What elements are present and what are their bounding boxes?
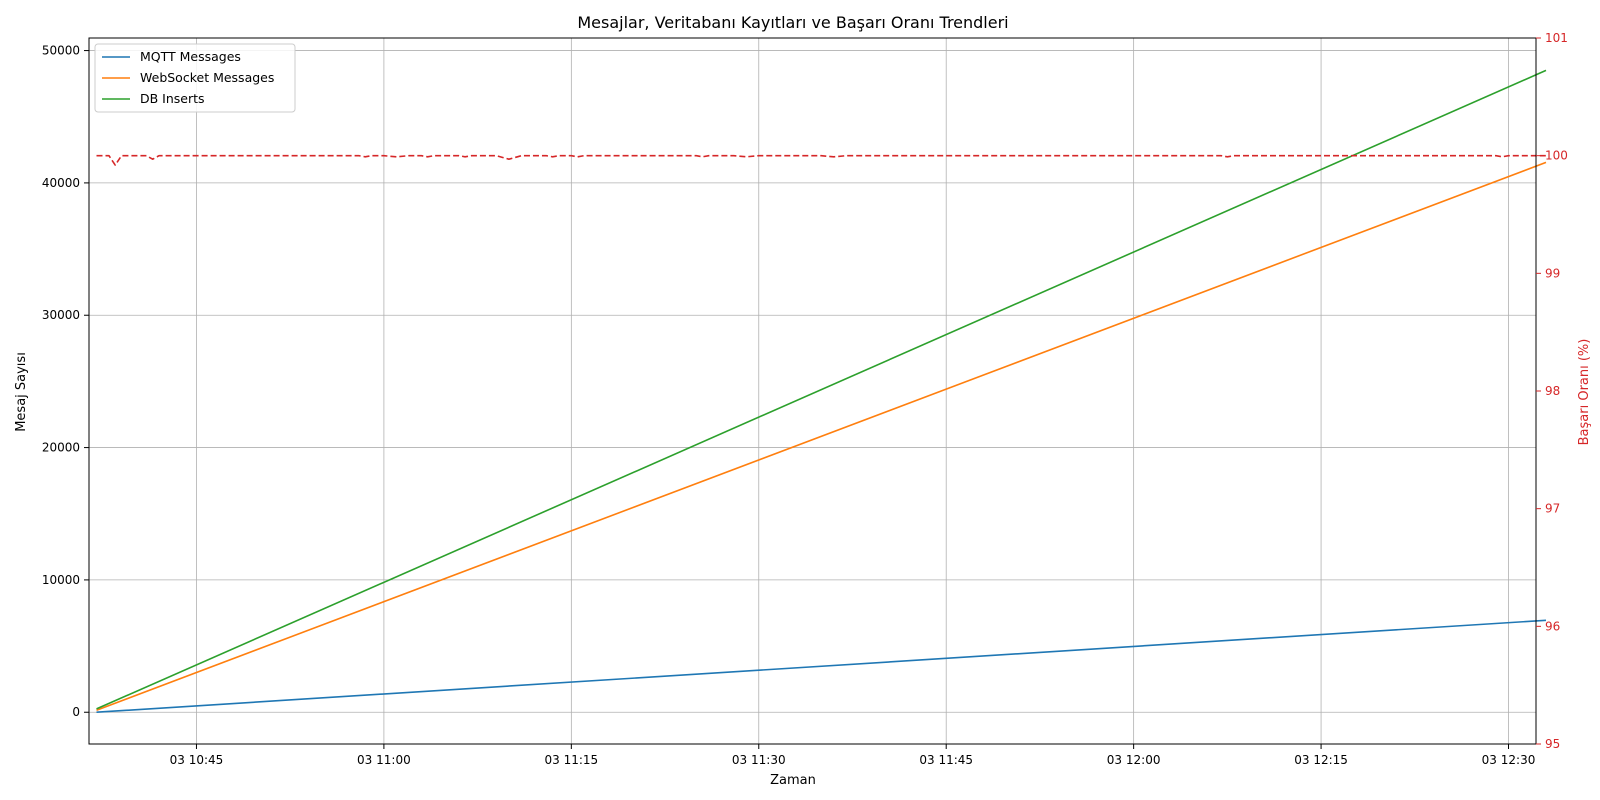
series-layer [96,69,1547,713]
y-right-tick-label: 96 [1545,619,1560,633]
y-right-tick-label: 97 [1545,502,1560,516]
series-line-success-rate [96,154,1546,166]
y-right-tick-label: 101 [1545,31,1568,45]
x-tick-label: 03 12:15 [1294,753,1348,767]
series-line-websocket-messages [96,161,1547,712]
y-tick-label: 0 [72,705,80,719]
legend: MQTT Messages WebSocket Messages DB Insert… [94,43,296,113]
x-tick-label: 03 12:00 [1107,753,1161,767]
x-tick-label: 03 11:45 [919,753,973,767]
legend-box [94,43,296,113]
y-axis-left: 0 10000 20000 30000 40000 50000 [42,44,89,719]
x-tick-label: 03 11:00 [357,753,411,767]
grid [89,38,1536,744]
y-axis-right-label: Başarı Oranı (%) [1577,339,1592,446]
legend-entry: MQTT Messages [140,49,241,64]
series-line-mqtt-messages [96,619,1547,713]
y-tick-label: 10000 [42,573,80,587]
x-tick-label: 03 11:30 [732,753,786,767]
y-axis-label: Mesaj Sayısı [14,352,29,432]
y-axis-right: 95 96 97 98 99 100 101 [1536,31,1568,751]
y-tick-label: 20000 [42,441,80,455]
y-right-tick-label: 100 [1545,149,1568,163]
y-tick-label: 50000 [42,44,80,58]
x-tick-label: 03 11:15 [544,753,598,767]
y-right-tick-label: 99 [1545,266,1560,280]
y-right-tick-label: 98 [1545,384,1560,398]
chart-title: Mesajlar, Veritabanı Kayıtları ve Başarı… [577,13,1008,32]
series-line-db-inserts [96,69,1547,710]
legend-entry: DB Inserts [140,91,205,106]
legend-entry: WebSocket Messages [140,70,274,85]
y-tick-label: 40000 [42,176,80,190]
x-axis-label: Zaman [770,773,816,788]
x-tick-label: 03 10:45 [170,753,224,767]
x-axis: 03 10:45 03 11:00 03 11:15 03 11:30 03 11:45… [170,744,1536,767]
y-right-tick-label: 95 [1545,737,1560,751]
x-tick-label: 03 12:30 [1482,753,1536,767]
y-tick-label: 30000 [42,308,80,322]
